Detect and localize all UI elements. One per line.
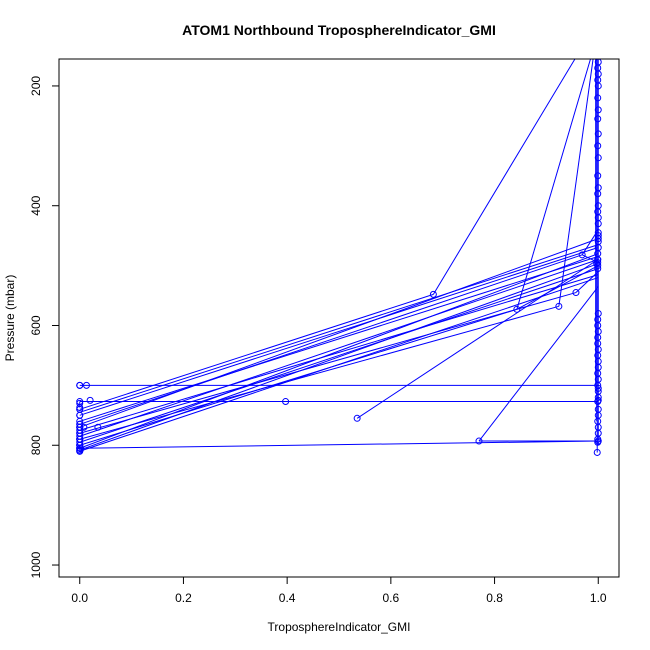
data-segment-12 <box>356 259 599 419</box>
data-segment-21 <box>79 263 598 451</box>
y-tick-label-3: 800 <box>29 435 43 455</box>
data-point-62 <box>76 423 84 431</box>
data-segment-2 <box>478 286 599 442</box>
data-segment-13 <box>558 58 594 307</box>
data-segment-17 <box>79 305 559 440</box>
data-point-94 <box>594 315 602 323</box>
data-segment-20 <box>79 247 598 416</box>
data-segment-0 <box>79 440 599 449</box>
data-segment-15 <box>79 277 599 452</box>
data-point-77 <box>594 184 602 192</box>
x-axis-label: TroposphereIndicator_GMI <box>268 620 411 634</box>
x-tick-label-3: 0.6 <box>383 591 400 605</box>
data-point-14 <box>86 396 94 404</box>
y-tick-label-4: 1000 <box>29 551 43 578</box>
data-point-27 <box>94 423 102 431</box>
data-point-64 <box>594 265 602 273</box>
y-tick-label-2: 600 <box>29 315 43 335</box>
data-segment-23 <box>79 259 598 437</box>
data-point-41 <box>353 414 361 422</box>
chart-title: ATOM1 Northbound TroposphereIndicator_GM… <box>182 22 496 38</box>
x-tick-label-4: 0.8 <box>486 591 503 605</box>
data-point-24 <box>594 387 602 395</box>
data-segment-14 <box>575 271 599 293</box>
data-point-101 <box>594 375 602 383</box>
y-axis-label: Pressure (mbar) <box>3 275 17 362</box>
data-point-40 <box>513 305 521 313</box>
x-tick-label-0: 0.0 <box>71 591 88 605</box>
data-segment-6 <box>79 238 599 428</box>
data-segment-9 <box>79 308 518 446</box>
y-tick-label-0: 200 <box>29 76 43 96</box>
data-segment-16 <box>79 253 599 449</box>
data-point-79 <box>594 154 602 162</box>
data-segment-8 <box>432 58 576 295</box>
data-point-25 <box>76 381 84 389</box>
x-tick-label-1: 0.2 <box>175 591 192 605</box>
data-segment-10 <box>516 58 591 310</box>
data-segment-25 <box>79 256 598 422</box>
data-point-82 <box>594 115 602 123</box>
data-segment-7 <box>79 293 434 410</box>
data-point-81 <box>594 130 602 138</box>
data-point-67 <box>76 411 84 419</box>
y-axis: 200 400 600 800 1000 <box>29 76 59 578</box>
plot-frame <box>58 58 620 578</box>
data-segment-24 <box>79 274 599 431</box>
data-point-42 <box>555 302 563 310</box>
data-point-21 <box>82 381 90 389</box>
data-point-71 <box>76 435 84 443</box>
y-tick-label-1: 400 <box>29 195 43 215</box>
data-segments <box>79 58 599 453</box>
data-point-36 <box>429 290 437 298</box>
data-point-43 <box>572 289 580 297</box>
data-point-75 <box>594 202 602 210</box>
data-point-55 <box>76 444 84 452</box>
data-segment-22 <box>79 268 599 443</box>
data-segment-26 <box>79 244 599 413</box>
x-tick-label-5: 1.0 <box>590 591 607 605</box>
data-segment-18 <box>79 292 577 434</box>
x-axis: 0.0 0.2 0.4 0.6 0.8 1.0 <box>71 577 607 605</box>
data-segment-19 <box>79 254 583 425</box>
data-point-45 <box>578 251 586 259</box>
data-point-16 <box>282 398 290 406</box>
data-point-72 <box>594 250 602 258</box>
data-point-5 <box>593 448 601 456</box>
data-point-61 <box>594 232 602 240</box>
data-points <box>76 58 602 456</box>
data-point-96 <box>594 333 602 341</box>
data-point-23 <box>594 384 602 392</box>
data-point-9 <box>475 437 483 445</box>
data-point-48 <box>76 447 84 455</box>
data-point-84 <box>594 94 602 102</box>
data-point-70 <box>76 420 84 428</box>
x-tick-label-2: 0.4 <box>279 591 296 605</box>
data-point-83 <box>594 106 602 114</box>
data-point-65 <box>594 229 602 237</box>
data-point-98 <box>594 351 602 359</box>
data-point-12 <box>594 405 602 413</box>
data-point-80 <box>594 142 602 150</box>
data-point-78 <box>594 172 602 180</box>
data-point-63 <box>76 432 84 440</box>
data-point-10 <box>594 417 602 425</box>
data-point-18 <box>594 396 602 404</box>
